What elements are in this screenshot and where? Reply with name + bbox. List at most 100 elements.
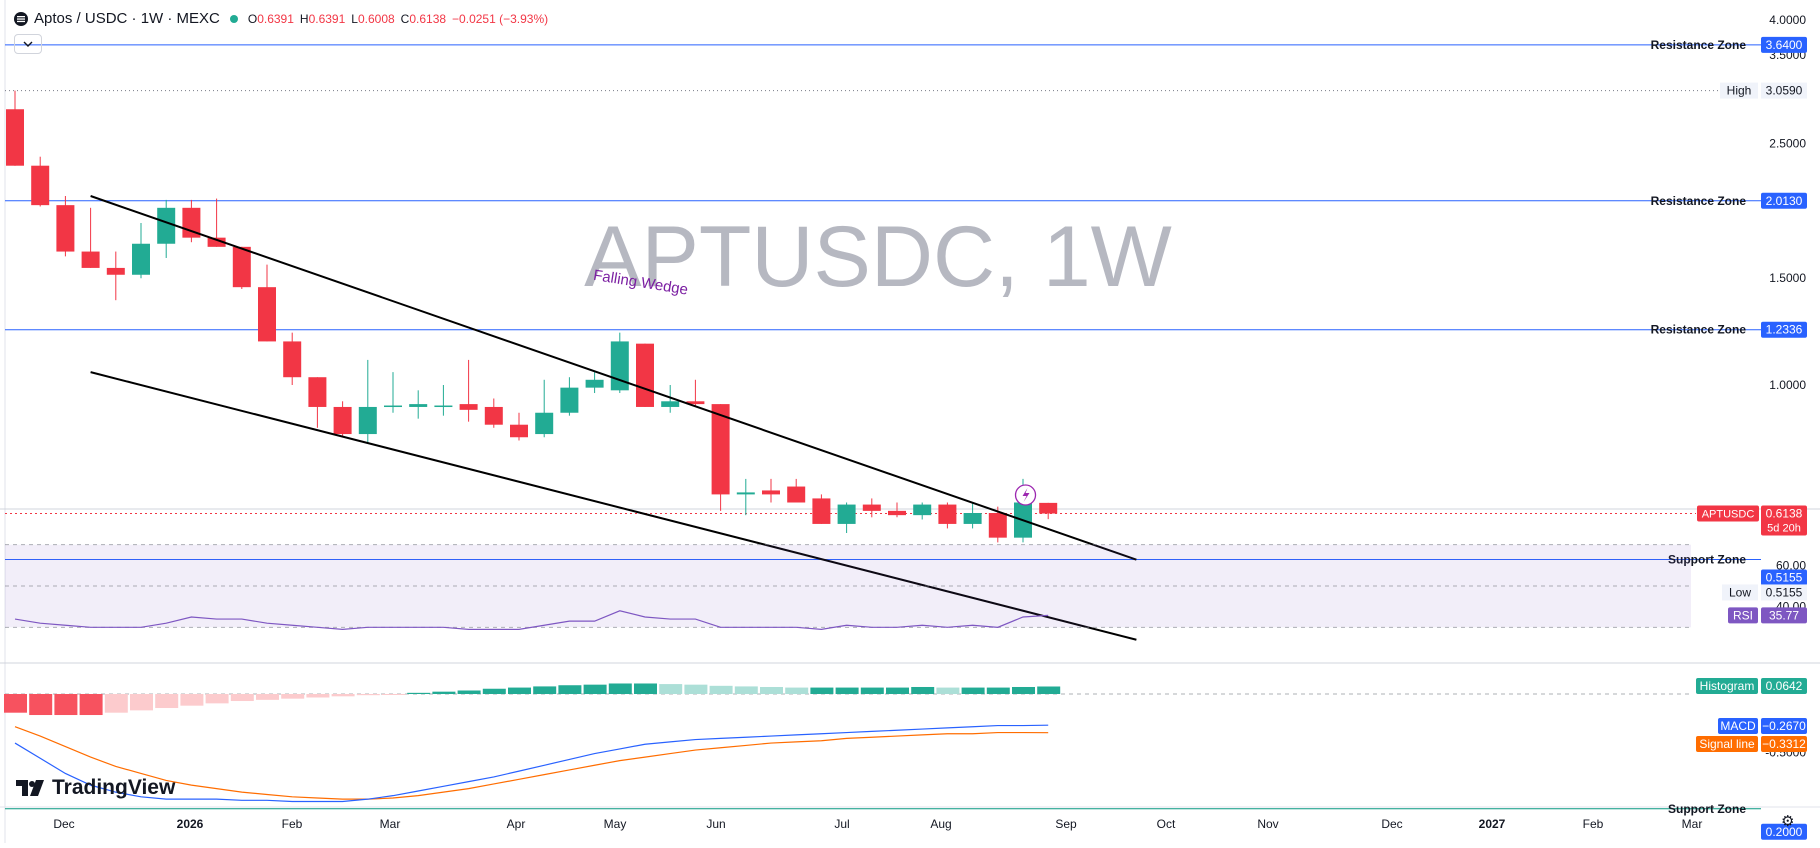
rsi-line — [14, 610, 1049, 631]
ohlc-change: −0.0251 (−3.93%) — [452, 11, 549, 26]
price-axis-tick: 1.0000 — [1769, 378, 1806, 392]
macd-histogram-bar — [785, 687, 809, 694]
macd-histogram-bar — [659, 684, 683, 694]
signal-label-bg — [1696, 736, 1758, 752]
candle-body — [812, 498, 831, 524]
zone-price-tag — [1761, 823, 1807, 840]
histogram-label-bg — [1696, 678, 1758, 694]
zone-price-tag — [1761, 569, 1807, 586]
histogram-value: 0.0642 — [1766, 679, 1803, 693]
candle-body — [283, 341, 302, 378]
gear-icon[interactable]: ⚙ — [1781, 813, 1795, 830]
candle-body — [258, 287, 276, 342]
macd-histogram-bar — [230, 694, 254, 702]
candle-body — [81, 251, 100, 268]
brand-name: TradingView — [52, 776, 176, 799]
price-axis-tick: 2.5000 — [1769, 137, 1806, 151]
macd-histogram-bar — [760, 686, 783, 694]
candle-body — [106, 267, 125, 275]
macd-value-bg — [1761, 718, 1807, 734]
time-axis-tick: Jul — [834, 817, 849, 831]
zone-price-tag-text: 1.2336 — [1766, 323, 1803, 337]
ohlc-open: O0.6391 — [247, 11, 294, 26]
time-axis-tick: Nov — [1257, 817, 1278, 831]
macd-histogram-bar — [608, 683, 632, 694]
candle-body — [711, 404, 730, 495]
macd-histogram-bar — [860, 687, 884, 694]
macd-histogram-bar — [684, 684, 708, 694]
time-axis-tick: Feb — [1583, 817, 1604, 831]
tradingview-logo[interactable]: TradingView — [16, 776, 175, 800]
ohlc-close: C0.6138 — [400, 11, 447, 26]
low-tag-bg — [1722, 584, 1758, 601]
macd-histogram-bar — [457, 690, 481, 694]
price-axis-tick: 1.5000 — [1769, 271, 1806, 285]
candle-body — [862, 504, 881, 511]
high-value: 3.0590 — [1766, 84, 1803, 98]
candle-body — [535, 412, 554, 435]
candle-body — [31, 165, 50, 206]
macd-histogram-bar — [558, 685, 582, 694]
macd-histogram-bar — [54, 694, 78, 716]
symbol-title[interactable]: Aptos / USDC · 1W · MEXC — [34, 10, 220, 27]
candle-body — [510, 424, 528, 438]
macd-histogram-bar — [331, 694, 355, 697]
zone-label: Resistance Zone — [1651, 323, 1747, 337]
macd-histogram-bar — [281, 694, 305, 699]
zone-price-tag — [1761, 321, 1807, 338]
time-axis-tick: 2026 — [177, 817, 204, 831]
candle-body — [484, 406, 503, 425]
candle-body — [686, 401, 705, 405]
zone-label: Support Zone — [1668, 802, 1746, 816]
countdown: 5d 20h — [1767, 523, 1801, 535]
candle-body — [157, 207, 176, 244]
signal-label: Signal line — [1699, 737, 1755, 751]
macd-histogram-bar — [583, 684, 607, 694]
low-value-bg — [1761, 584, 1807, 601]
rsi-value-bg — [1761, 607, 1807, 624]
rsi-axis-tick: 60.00 — [1776, 558, 1806, 572]
zone-label: Support Zone — [1668, 552, 1746, 566]
time-axis-tick: May — [604, 817, 627, 831]
signal-value: −0.3312 — [1762, 737, 1806, 751]
macd-histogram-bar — [29, 694, 53, 716]
macd-histogram-bar — [356, 694, 380, 696]
last-price-name: APTUSDC — [1702, 509, 1755, 521]
rsi-label-bg — [1728, 607, 1758, 624]
candle-body — [560, 387, 579, 413]
macd-histogram-bar — [533, 686, 557, 694]
candle-body — [333, 406, 352, 435]
candle-body — [308, 377, 327, 407]
signal-line — [14, 726, 1049, 800]
candle-body — [232, 246, 251, 288]
candle-body — [434, 405, 453, 408]
candle-body — [888, 510, 906, 516]
lightning-icon — [1022, 488, 1030, 502]
candle-body — [207, 237, 226, 247]
zone-price-tag — [1761, 192, 1807, 209]
watermark: APTUSDC, 1W — [584, 209, 1172, 305]
macd-histogram-bar — [936, 687, 960, 694]
macd-histogram-bar — [155, 694, 179, 709]
market-status-icon — [229, 14, 238, 23]
candle-body — [384, 405, 402, 408]
macd-histogram-bar — [130, 694, 153, 711]
macd-histogram-bar — [835, 687, 859, 694]
macd-histogram-bar — [256, 694, 279, 700]
zone-price-tag-text: 2.0130 — [1766, 194, 1803, 208]
collapse-legend-button[interactable] — [14, 34, 42, 54]
candle-body — [1039, 502, 1058, 514]
candle-body — [56, 205, 75, 252]
time-axis-tick: Mar — [1682, 817, 1703, 831]
macd-histogram-bar — [1037, 686, 1061, 694]
macd-histogram-bar — [4, 694, 27, 713]
candle-body — [762, 490, 780, 495]
zone-price-tag-text: 0.5155 — [1766, 570, 1803, 584]
histogram-value-bg — [1761, 678, 1807, 694]
ohlc-low: L0.6008 — [351, 11, 395, 26]
time-axis-tick: 2027 — [1479, 817, 1506, 831]
wedge-lower-line — [90, 371, 1137, 641]
candle-body — [358, 406, 377, 435]
